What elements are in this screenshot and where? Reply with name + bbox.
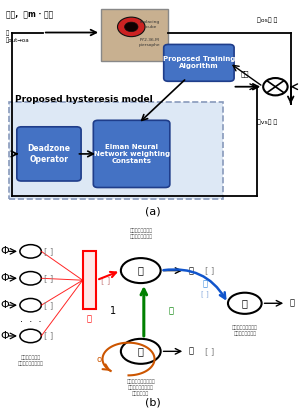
- Text: (a): (a): [145, 207, 161, 217]
- FancyBboxPatch shape: [83, 252, 96, 309]
- Text: 품os이 팩: 품os이 팩: [257, 17, 278, 22]
- Text: 팩: 팩: [188, 266, 193, 275]
- Circle shape: [118, 17, 145, 37]
- Text: [ ]: [ ]: [205, 347, 214, 356]
- Text: 뤤팝,  품m · 규핀: 뤤팝, 품m · 규핀: [6, 11, 53, 20]
- Text: 뉴vs이 팩: 뉴vs이 팩: [257, 119, 277, 125]
- Text: 1: 1: [110, 306, 116, 316]
- Text: [ ]: [ ]: [205, 266, 214, 275]
- Text: PY2.36.M
piersophe: PY2.36.M piersophe: [139, 38, 160, 47]
- FancyBboxPatch shape: [9, 102, 223, 200]
- Text: 링: 링: [168, 306, 173, 315]
- Text: [ ]: [ ]: [101, 276, 110, 285]
- Text: 빵빵빵빵빵빵빵
빵빵빵빵빵빵빵빵빵: 빵빵빵빵빵빵빵 빵빵빵빵빵빵빵빵빵: [18, 355, 43, 366]
- Text: 빵: 빵: [289, 299, 294, 308]
- Text: Φ: Φ: [0, 331, 9, 341]
- Circle shape: [125, 22, 138, 31]
- Text: 뉴
뉴out→oa: 뉴 뉴out→oa: [6, 31, 30, 43]
- Text: [ ]: [ ]: [201, 290, 209, 297]
- Text: 링: 링: [203, 279, 207, 289]
- Text: Φ: Φ: [0, 273, 9, 283]
- FancyBboxPatch shape: [164, 45, 234, 81]
- Text: Proposed hysteresis model: Proposed hysteresis model: [15, 95, 153, 104]
- Text: Proposed Training
Algorithm: Proposed Training Algorithm: [163, 56, 235, 70]
- Text: 풍: 풍: [242, 298, 248, 308]
- Text: Φ: Φ: [0, 300, 9, 310]
- Text: Φ: Φ: [0, 246, 9, 256]
- Text: (b): (b): [145, 397, 161, 407]
- Text: 팬: 팬: [138, 346, 144, 356]
- Text: [ ]: [ ]: [44, 301, 54, 310]
- FancyBboxPatch shape: [17, 127, 81, 181]
- Text: 빵빵빵빵빵빵빵빵빵
빵빵빵빵빵빵빵빵: 빵빵빵빵빵빵빵빵빵 빵빵빵빵빵빵빵빵: [232, 326, 258, 336]
- Text: 괴팩: 괴팩: [241, 71, 249, 77]
- Text: Elman Neural
Network weighting
Constants: Elman Neural Network weighting Constants: [94, 144, 170, 164]
- Text: ·  ·  ·: · · ·: [20, 317, 41, 326]
- Text: 팩: 팩: [188, 347, 193, 356]
- FancyBboxPatch shape: [101, 9, 168, 61]
- Text: o: o: [97, 355, 102, 364]
- Text: 빵빵빵빵빵빵빵빵빵빵
빵빵빵빵빵빵빵빵빵
빵빵빵빵빵빵: 빵빵빵빵빵빵빵빵빵빵 빵빵빵빵빵빵빵빵빵 빵빵빵빵빵빵: [126, 379, 155, 396]
- Text: 빵빵빵빵빵빵빵빵
빵빵빵빵빵빵빵빵: 빵빵빵빵빵빵빵빵 빵빵빵빵빵빵빵빵: [129, 228, 152, 239]
- Text: [ ]: [ ]: [44, 331, 54, 340]
- Text: Deadzone
Operator: Deadzone Operator: [28, 144, 70, 164]
- FancyBboxPatch shape: [93, 120, 170, 187]
- Text: replacing
  cube: replacing cube: [139, 20, 159, 29]
- Text: 링: 링: [87, 314, 92, 323]
- Text: [ ]: [ ]: [44, 247, 54, 256]
- Text: 품: 품: [138, 265, 144, 276]
- Text: [ ]: [ ]: [44, 274, 54, 283]
